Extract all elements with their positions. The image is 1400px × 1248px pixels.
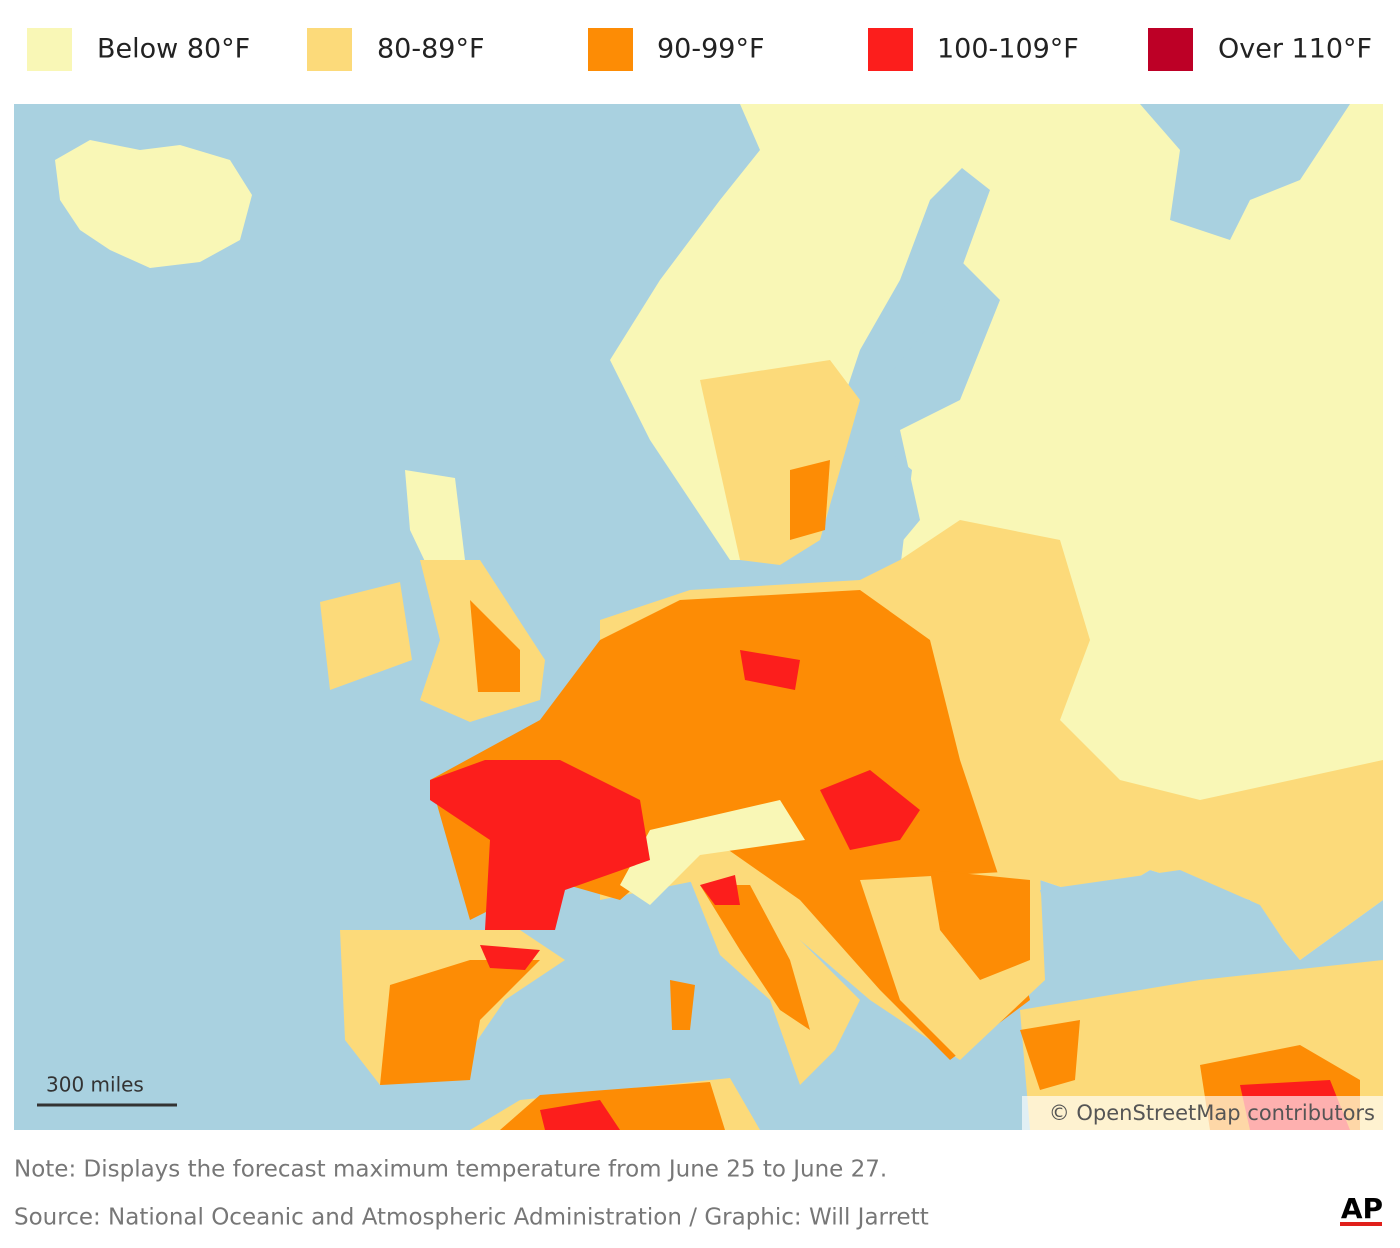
note: Note: Displays the forecast maximum temp…	[14, 1157, 887, 1183]
land	[470, 600, 520, 692]
land	[740, 650, 800, 690]
sea	[740, 168, 990, 610]
land	[55, 140, 252, 268]
land	[700, 875, 740, 905]
legend-swatch	[1148, 28, 1193, 71]
legend-label: 80-89°F	[377, 34, 485, 65]
sea	[1040, 870, 1300, 990]
legend: Below 80°F 80-89°F 90-99°F 100-109°F Ove…	[27, 28, 1372, 71]
land	[540, 1100, 620, 1130]
land	[430, 760, 650, 930]
land	[930, 870, 1030, 980]
land	[820, 770, 920, 850]
source: Source: National Oceanic and Atmospheric…	[14, 1205, 929, 1231]
land	[1020, 1020, 1080, 1090]
legend-swatch	[307, 28, 352, 71]
land	[790, 460, 830, 540]
attribution-bg	[1022, 1096, 1383, 1130]
map: 300 miles © OpenStreetMap contributors	[14, 104, 1383, 1130]
logo: AP	[1341, 1192, 1383, 1225]
land	[480, 945, 540, 970]
legend-label: Over 110°F	[1218, 34, 1372, 65]
land	[700, 885, 810, 1030]
land	[620, 800, 805, 905]
scale-label: 300 miles	[46, 1073, 144, 1097]
land	[670, 980, 695, 1030]
scale-bar: 300 miles	[37, 1073, 177, 1107]
legend-label: 100-109°F	[937, 34, 1079, 65]
land	[405, 470, 465, 572]
legend-label: Below 80°F	[97, 34, 250, 65]
legend-swatch	[588, 28, 633, 71]
sea	[1140, 104, 1350, 240]
land	[380, 960, 540, 1085]
attribution[interactable]: © OpenStreetMap contributors	[1049, 1101, 1375, 1125]
legend-swatch	[868, 28, 913, 71]
legend-swatch	[27, 28, 72, 71]
legend-label: 90-99°F	[657, 34, 765, 65]
land	[320, 582, 412, 690]
logo-underline	[1340, 1222, 1382, 1226]
